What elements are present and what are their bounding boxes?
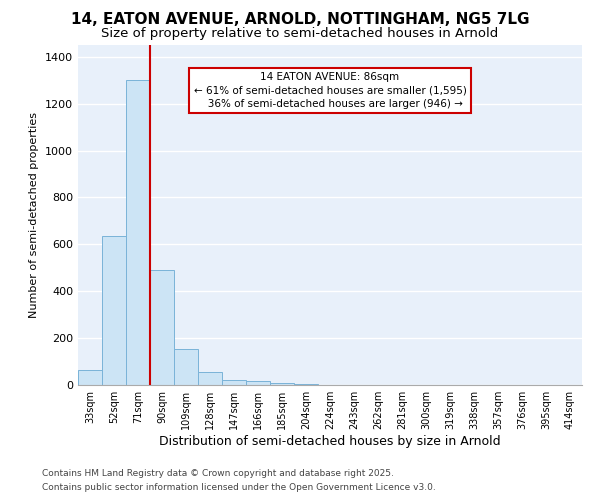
Bar	[222, 380, 246, 385]
Bar	[174, 348, 198, 385]
Text: Contains public sector information licensed under the Open Government Licence v3: Contains public sector information licen…	[42, 484, 436, 492]
Text: Size of property relative to semi-detached houses in Arnold: Size of property relative to semi-detach…	[101, 28, 499, 40]
Bar	[150, 270, 174, 385]
X-axis label: Distribution of semi-detached houses by size in Arnold: Distribution of semi-detached houses by …	[159, 435, 501, 448]
Bar	[102, 236, 126, 385]
Text: 14 EATON AVENUE: 86sqm
← 61% of semi-detached houses are smaller (1,595)
   36% : 14 EATON AVENUE: 86sqm ← 61% of semi-det…	[194, 72, 466, 108]
Bar	[270, 382, 294, 385]
Text: 14, EATON AVENUE, ARNOLD, NOTTINGHAM, NG5 7LG: 14, EATON AVENUE, ARNOLD, NOTTINGHAM, NG…	[71, 12, 529, 28]
Bar	[78, 370, 102, 385]
Text: Contains HM Land Registry data © Crown copyright and database right 2025.: Contains HM Land Registry data © Crown c…	[42, 468, 394, 477]
Bar	[246, 382, 270, 385]
Bar	[198, 372, 222, 385]
Bar	[294, 384, 318, 385]
Bar	[126, 80, 150, 385]
Y-axis label: Number of semi-detached properties: Number of semi-detached properties	[29, 112, 40, 318]
